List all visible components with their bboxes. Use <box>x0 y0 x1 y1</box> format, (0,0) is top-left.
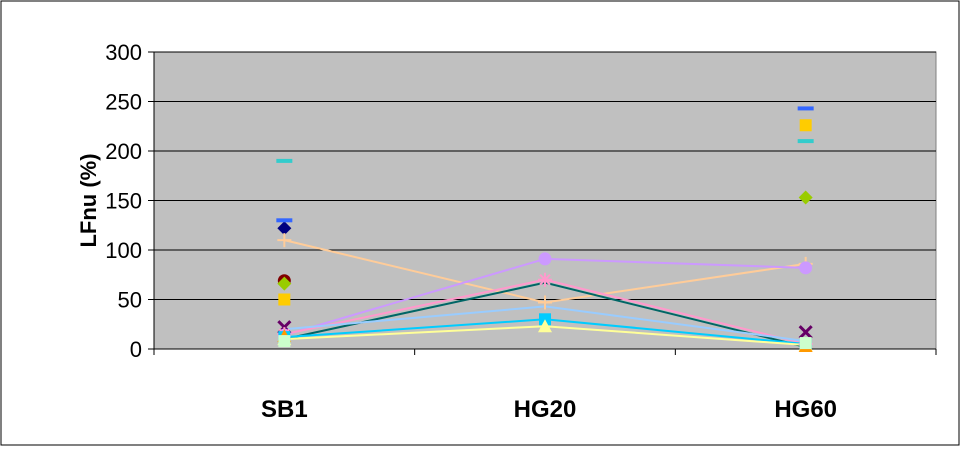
data-point <box>797 106 814 111</box>
axes: 0 50 100 150 200 250 300 SB1 HG20 HG60 <box>105 40 937 423</box>
data-point <box>276 218 293 223</box>
data-point <box>799 261 813 275</box>
y-tick-label: 150 <box>105 189 142 214</box>
y-axis-label: LFnu (%) <box>76 153 101 247</box>
data-point <box>277 276 292 291</box>
y-tick-label: 250 <box>105 90 142 115</box>
data-point <box>538 252 552 266</box>
data-point <box>797 139 814 144</box>
x-tick-label: SB1 <box>261 396 308 423</box>
data-point <box>799 337 812 350</box>
data-point <box>277 233 292 248</box>
marker-layer <box>276 106 814 353</box>
data-point <box>538 295 552 310</box>
data-point <box>278 335 291 348</box>
data-point <box>798 190 813 205</box>
x-tick-label: HG20 <box>514 396 577 423</box>
y-tick-label: 0 <box>130 337 142 362</box>
y-tick-label: 300 <box>105 40 142 65</box>
data-point <box>538 319 552 333</box>
data-point <box>276 158 293 163</box>
x-tick-label: HG60 <box>774 396 837 423</box>
data-point <box>799 119 812 132</box>
data-point <box>798 325 813 340</box>
y-tick-label: 50 <box>118 288 142 313</box>
data-point <box>277 221 292 236</box>
data-point <box>278 293 291 306</box>
data-point <box>538 272 552 287</box>
y-tick-label: 100 <box>105 238 142 263</box>
y-tick-label: 200 <box>105 139 142 164</box>
